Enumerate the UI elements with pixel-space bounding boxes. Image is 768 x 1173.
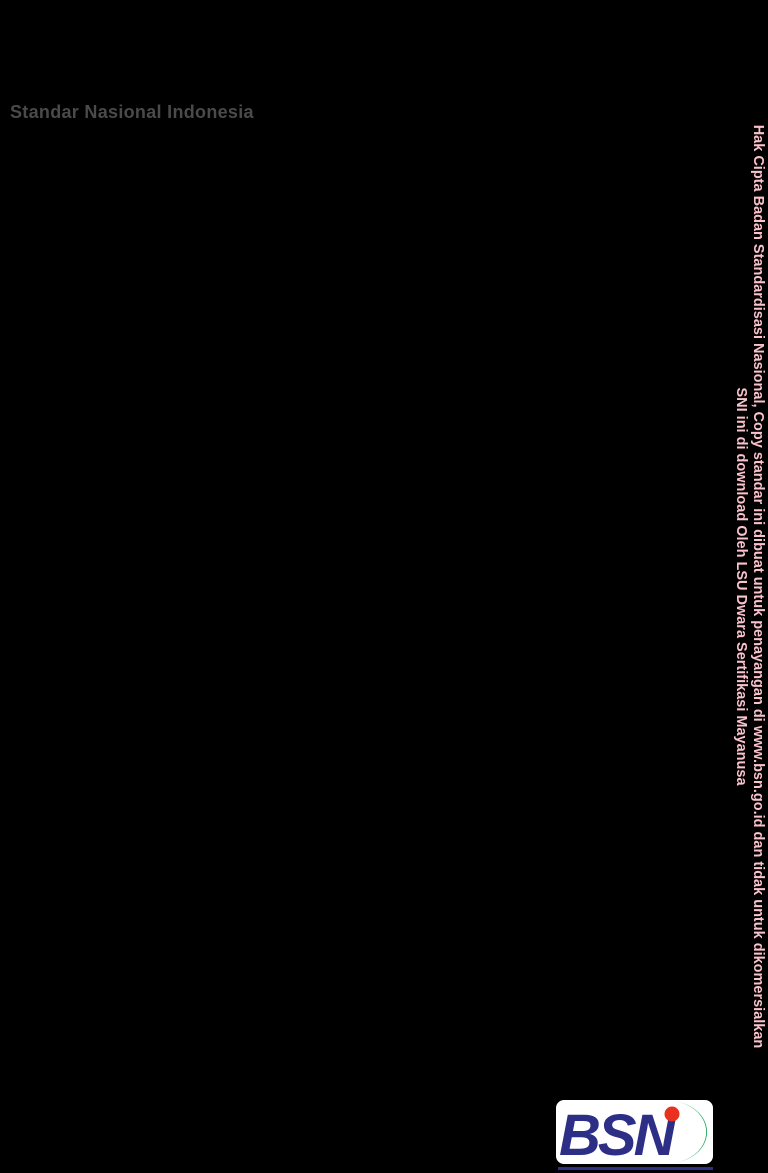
bsn-logo-graphic: BSN [559, 1101, 707, 1164]
bsn-logo-text: BSN [559, 1103, 677, 1164]
watermark-line-1: Hak Cipta Badan Standardisasi Nasional, … [750, 124, 766, 1049]
page-title: Standar Nasional Indonesia [10, 102, 254, 122]
copyright-watermark: Hak Cipta Badan Standardisasi Nasional, … [730, 0, 766, 1173]
watermark-line-2: SNI ini di download Oleh LSU Dwara Serti… [733, 387, 749, 786]
bsn-logo: BSN [556, 1100, 713, 1164]
bsn-logo-underline [558, 1167, 713, 1170]
bsn-logo-red-dot-icon [664, 1106, 680, 1122]
